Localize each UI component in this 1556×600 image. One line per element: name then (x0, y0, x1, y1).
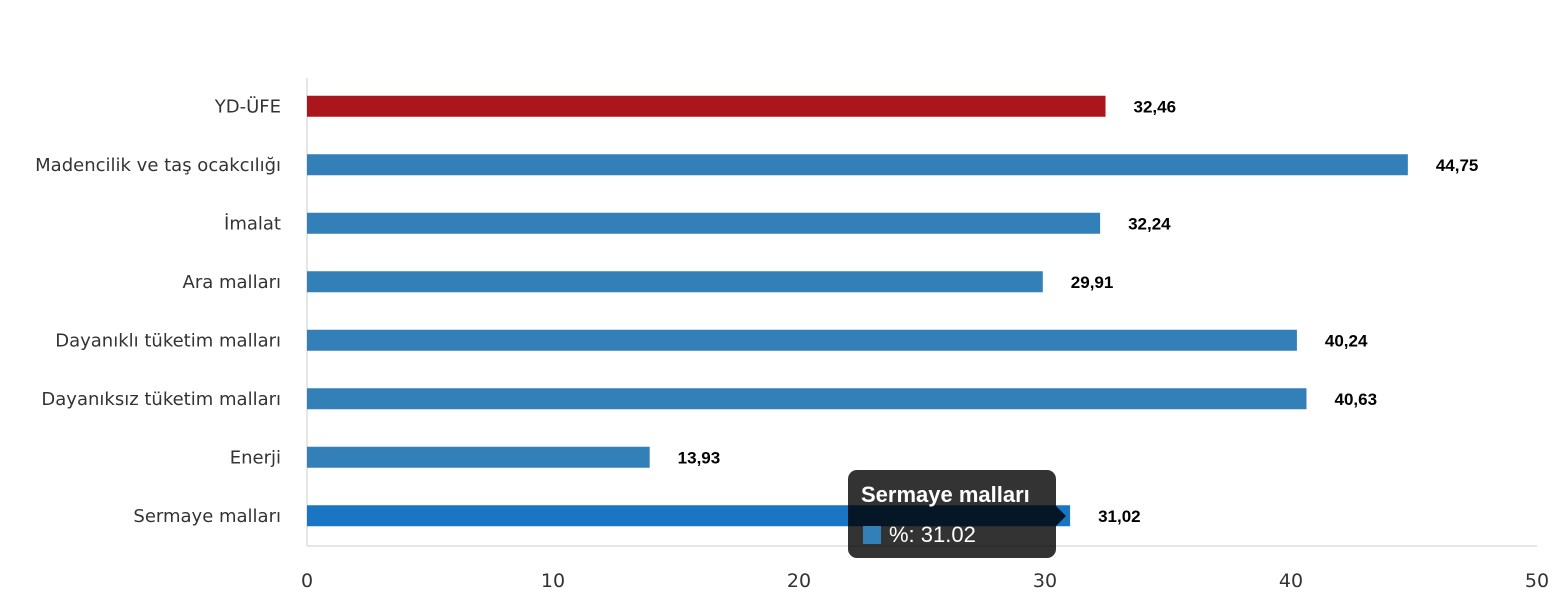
category-label: Enerji (230, 447, 281, 468)
category-label: Dayanıksız tüketim malları (41, 389, 281, 410)
bar[interactable] (307, 212, 1101, 234)
tooltip-swatch (863, 526, 881, 544)
bar[interactable] (307, 446, 650, 468)
data-label: 32,46 (1134, 97, 1177, 116)
x-tick-label: 40 (1279, 570, 1303, 592)
category-label: YD-ÜFE (214, 95, 281, 117)
category-label: Ara malları (183, 272, 281, 293)
tooltip: Sermaye malları %: 31.02 (848, 470, 1066, 558)
category-label: İmalat (224, 213, 281, 234)
x-tick-label: 20 (787, 570, 811, 592)
bar[interactable] (307, 271, 1043, 293)
tooltip-arrow (1056, 506, 1066, 526)
data-label: 40,24 (1325, 331, 1368, 350)
data-label: 44,75 (1436, 156, 1479, 175)
data-label: 40,63 (1334, 390, 1377, 409)
x-tick-label: 10 (541, 570, 565, 592)
data-label: 29,91 (1071, 273, 1114, 292)
data-label: 31,02 (1098, 507, 1141, 526)
data-label: 13,93 (678, 448, 721, 467)
bar[interactable] (307, 329, 1297, 351)
category-label: Dayanıklı tüketim malları (55, 330, 281, 351)
tooltip-value: %: 31.02 (889, 522, 976, 547)
x-tick-label: 50 (1525, 570, 1549, 592)
bar[interactable] (307, 95, 1106, 117)
category-label: Sermaye malları (133, 506, 281, 527)
category-label: Madencilik ve taş ocakcılığı (35, 155, 281, 176)
tooltip-title: Sermaye malları (861, 482, 1030, 507)
data-label: 32,24 (1128, 214, 1171, 233)
x-tick-label: 30 (1033, 570, 1057, 592)
bar[interactable] (307, 388, 1307, 410)
tooltip-row: %: 31.02 (863, 522, 976, 548)
bar[interactable] (307, 154, 1408, 176)
x-tick-label: 0 (301, 570, 313, 592)
